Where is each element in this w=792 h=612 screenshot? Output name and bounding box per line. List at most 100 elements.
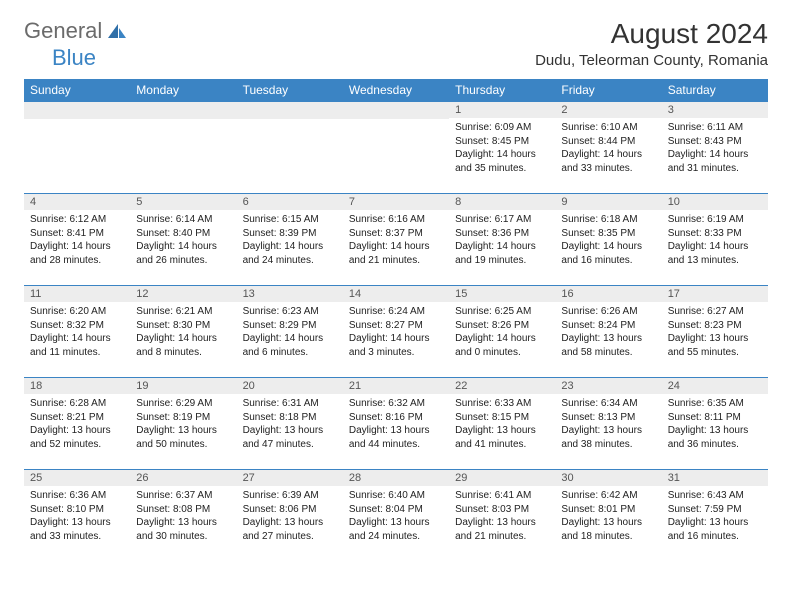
day-detail-line: Daylight: 14 hours [30, 240, 124, 254]
day-detail-line: Sunset: 8:11 PM [668, 411, 762, 425]
calendar-day-cell: 26Sunrise: 6:37 AMSunset: 8:08 PMDayligh… [130, 470, 236, 562]
day-detail-line: Sunrise: 6:31 AM [243, 397, 337, 411]
calendar-day-cell: 20Sunrise: 6:31 AMSunset: 8:18 PMDayligh… [237, 378, 343, 470]
calendar-page: General August 2024 Dudu, Teleorman Coun… [0, 0, 792, 574]
calendar-day-cell: 29Sunrise: 6:41 AMSunset: 8:03 PMDayligh… [449, 470, 555, 562]
day-detail-line: Daylight: 14 hours [30, 332, 124, 346]
calendar-day-cell: 10Sunrise: 6:19 AMSunset: 8:33 PMDayligh… [662, 194, 768, 286]
day-detail-line: and 58 minutes. [561, 346, 655, 360]
day-detail-line: Daylight: 13 hours [668, 332, 762, 346]
day-detail-line: Sunset: 8:18 PM [243, 411, 337, 425]
calendar-day-cell: 4Sunrise: 6:12 AMSunset: 8:41 PMDaylight… [24, 194, 130, 286]
day-detail-line: Sunrise: 6:09 AM [455, 121, 549, 135]
page-header: General August 2024 Dudu, Teleorman Coun… [24, 18, 768, 69]
calendar-day-cell [24, 102, 130, 194]
day-detail-line: and 24 minutes. [349, 530, 443, 544]
day-detail-line: Sunset: 8:08 PM [136, 503, 230, 517]
day-detail-line: and 50 minutes. [136, 438, 230, 452]
day-number: 2 [555, 102, 661, 118]
day-number: 28 [343, 470, 449, 486]
day-details: Sunrise: 6:32 AMSunset: 8:16 PMDaylight:… [343, 394, 449, 455]
calendar-day-cell: 1Sunrise: 6:09 AMSunset: 8:45 PMDaylight… [449, 102, 555, 194]
day-detail-line: Sunset: 8:23 PM [668, 319, 762, 333]
day-details: Sunrise: 6:14 AMSunset: 8:40 PMDaylight:… [130, 210, 236, 271]
day-details: Sunrise: 6:31 AMSunset: 8:18 PMDaylight:… [237, 394, 343, 455]
day-detail-line: Sunset: 8:44 PM [561, 135, 655, 149]
day-detail-line: Sunset: 8:04 PM [349, 503, 443, 517]
calendar-day-cell: 21Sunrise: 6:32 AMSunset: 8:16 PMDayligh… [343, 378, 449, 470]
day-detail-line: Sunrise: 6:19 AM [668, 213, 762, 227]
day-detail-line: and 33 minutes. [561, 162, 655, 176]
weekday-header: Thursday [449, 79, 555, 102]
day-detail-line: Sunset: 8:41 PM [30, 227, 124, 241]
calendar-day-cell: 18Sunrise: 6:28 AMSunset: 8:21 PMDayligh… [24, 378, 130, 470]
calendar-day-cell: 15Sunrise: 6:25 AMSunset: 8:26 PMDayligh… [449, 286, 555, 378]
day-details: Sunrise: 6:35 AMSunset: 8:11 PMDaylight:… [662, 394, 768, 455]
day-number: 19 [130, 378, 236, 394]
calendar-day-cell: 17Sunrise: 6:27 AMSunset: 8:23 PMDayligh… [662, 286, 768, 378]
day-number: 24 [662, 378, 768, 394]
day-number [237, 102, 343, 119]
calendar-day-cell: 28 Sunrise: 6:40 AMSunset: 8:04 PMDayligh… [343, 470, 449, 562]
day-details: Sunrise: 6:18 AMSunset: 8:35 PMDaylight:… [555, 210, 661, 271]
day-detail-line: and 19 minutes. [455, 254, 549, 268]
day-number: 27 [237, 470, 343, 486]
day-detail-line: Sunrise: 6:35 AM [668, 397, 762, 411]
calendar-week-row: 4Sunrise: 6:12 AMSunset: 8:41 PMDaylight… [24, 194, 768, 286]
day-detail-line: Sunrise: 6:12 AM [30, 213, 124, 227]
day-detail-line: Daylight: 13 hours [243, 424, 337, 438]
calendar-day-cell: 23Sunrise: 6:34 AMSunset: 8:13 PMDayligh… [555, 378, 661, 470]
day-detail-line: Daylight: 13 hours [136, 424, 230, 438]
day-detail-line: and 11 minutes. [30, 346, 124, 360]
day-detail-line: Sunrise: 6:14 AM [136, 213, 230, 227]
calendar-table: Sunday Monday Tuesday Wednesday Thursday… [24, 79, 768, 562]
day-detail-line: Daylight: 13 hours [136, 516, 230, 530]
day-detail-line: Sunrise: 6:28 AM [30, 397, 124, 411]
day-detail-line: Sunrise: 6:27 AM [668, 305, 762, 319]
day-detail-line: Sunrise: 6:40 AM [349, 489, 443, 503]
day-details: Sunrise: 6:17 AMSunset: 8:36 PMDaylight:… [449, 210, 555, 271]
calendar-day-cell: 7Sunrise: 6:16 AMSunset: 8:37 PMDaylight… [343, 194, 449, 286]
day-detail-line: Daylight: 13 hours [561, 332, 655, 346]
day-details: Sunrise: 6:10 AMSunset: 8:44 PMDaylight:… [555, 118, 661, 179]
weekday-header-row: Sunday Monday Tuesday Wednesday Thursday… [24, 79, 768, 102]
day-details [343, 119, 449, 126]
day-detail-line: and 21 minutes. [349, 254, 443, 268]
day-detail-line: Daylight: 14 hours [349, 332, 443, 346]
day-detail-line: Sunrise: 6:18 AM [561, 213, 655, 227]
weekday-header: Saturday [662, 79, 768, 102]
day-detail-line: Sunrise: 6:25 AM [455, 305, 549, 319]
day-number: 7 [343, 194, 449, 210]
day-details: Sunrise: 6:23 AMSunset: 8:29 PMDaylight:… [237, 302, 343, 363]
day-detail-line: Sunrise: 6:24 AM [349, 305, 443, 319]
day-number: 11 [24, 286, 130, 302]
day-number: 10 [662, 194, 768, 210]
day-details: Sunrise: 6:24 AMSunset: 8:27 PMDaylight:… [343, 302, 449, 363]
day-number [24, 102, 130, 119]
day-details: Sunrise: 6:41 AMSunset: 8:03 PMDaylight:… [449, 486, 555, 547]
day-detail-line: and 0 minutes. [455, 346, 549, 360]
day-detail-line: Daylight: 14 hours [561, 148, 655, 162]
day-number: 25 [24, 470, 130, 486]
day-detail-line: Daylight: 13 hours [30, 516, 124, 530]
day-detail-line: and 30 minutes. [136, 530, 230, 544]
day-detail-line: Daylight: 13 hours [349, 516, 443, 530]
day-number: 6 [237, 194, 343, 210]
calendar-day-cell: 9Sunrise: 6:18 AMSunset: 8:35 PMDaylight… [555, 194, 661, 286]
day-number: 13 [237, 286, 343, 302]
day-number: 9 [555, 194, 661, 210]
day-detail-line: Daylight: 14 hours [455, 240, 549, 254]
calendar-day-cell: 14Sunrise: 6:24 AMSunset: 8:27 PMDayligh… [343, 286, 449, 378]
day-detail-line: Daylight: 14 hours [455, 148, 549, 162]
day-number: 15 [449, 286, 555, 302]
day-details: Sunrise: 6:19 AMSunset: 8:33 PMDaylight:… [662, 210, 768, 271]
day-number: 12 [130, 286, 236, 302]
calendar-day-cell: 22Sunrise: 6:33 AMSunset: 8:15 PMDayligh… [449, 378, 555, 470]
day-detail-line: Daylight: 14 hours [243, 240, 337, 254]
calendar-day-cell: 19Sunrise: 6:29 AMSunset: 8:19 PMDayligh… [130, 378, 236, 470]
calendar-day-cell [130, 102, 236, 194]
day-detail-line: and 16 minutes. [561, 254, 655, 268]
day-details [237, 119, 343, 126]
calendar-week-row: 1Sunrise: 6:09 AMSunset: 8:45 PMDaylight… [24, 102, 768, 194]
day-detail-line: Sunset: 7:59 PM [668, 503, 762, 517]
